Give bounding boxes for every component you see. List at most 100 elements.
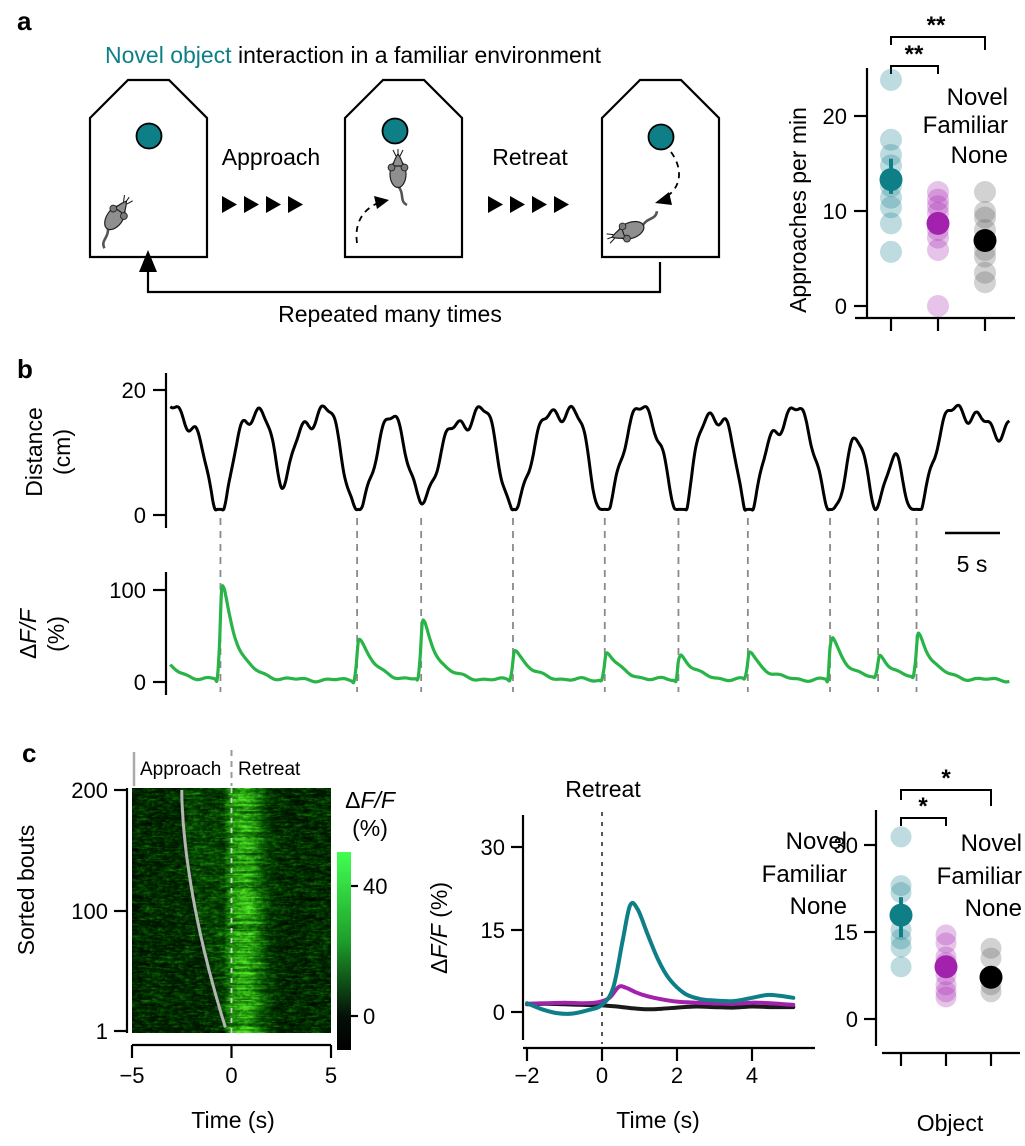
middle-ylabel-ff: F/F (426, 922, 452, 958)
dff-trace-axes (153, 572, 168, 695)
object-data-points (889, 826, 1003, 1008)
mid-xtick-0: 0 (596, 1063, 608, 1088)
bouts-ytick-200: 200 (71, 778, 108, 803)
middle-axes (511, 815, 815, 1061)
bouts-ytick-1: 1 (96, 1019, 108, 1044)
object-significance: * * (900, 765, 992, 826)
dff-trace (169, 584, 1010, 685)
middle-title: Retreat (565, 776, 641, 802)
middle-ylabel-delta: Δ (426, 959, 452, 974)
sig-outer-stars: ** (927, 12, 946, 39)
dff-ylabel-pct: (%) (43, 616, 69, 652)
approaches-ylabel: Approaches per min (785, 107, 811, 313)
dff-ylabel-delta: Δ (15, 644, 41, 659)
cbar-label-ff: F/F (360, 787, 396, 813)
approaches-ytick-20: 20 (823, 104, 847, 129)
approaches-data-points (879, 68, 997, 317)
legend-c-familiar: Familiar (937, 863, 1022, 890)
cbar-label: ΔF/F (345, 787, 397, 813)
sig-c-outer-star: * (941, 765, 951, 792)
dff-ytick-100: 100 (109, 578, 146, 603)
dff-trace-ylabel: ΔF/F(%) (15, 607, 69, 659)
colorbar (337, 852, 351, 1050)
heat-xtick-m5: −5 (119, 1063, 144, 1088)
object-xlabel: Object (917, 1110, 984, 1136)
mouse-3 (602, 209, 665, 250)
novel-object-3 (647, 123, 675, 151)
retreat-path-arrow (665, 151, 680, 198)
arena-3-outline (600, 78, 721, 259)
approaches-significance: ** ** (890, 12, 986, 74)
retreat-label: Retreat (492, 144, 568, 170)
mouse-2 (386, 147, 410, 207)
sig-c-inner-star: * (918, 793, 928, 820)
dff-ylabel-ff: F/F (15, 607, 41, 643)
approach-onset-curve (180, 790, 227, 1028)
approaches-scatter-axes (854, 68, 1015, 331)
heatmap-retreat-label: Retreat (238, 759, 301, 780)
bouts-ytick-100: 100 (71, 899, 108, 924)
dff-ytick-0: 0 (134, 670, 146, 695)
panel-b-label: b (17, 354, 33, 384)
approach-arrows-icon (222, 196, 303, 213)
cbar-label-delta: Δ (345, 787, 360, 813)
panel-a-title: Novel object interaction in a familiar e… (105, 42, 602, 68)
mid-ytick-15: 15 (481, 918, 505, 943)
middle-ylabel-pct: (%) (426, 882, 452, 924)
mid-ytick-0: 0 (493, 1000, 505, 1025)
repeat-loop-arrow (139, 250, 662, 294)
cbar-tick-40: 40 (363, 874, 387, 899)
panel-a-title-rest: interaction in a familiar environment (232, 42, 602, 68)
mouse-1 (87, 190, 139, 251)
right-ytick-15: 15 (834, 920, 858, 945)
sorted-bouts-ylabel: Sorted bouts (13, 825, 39, 955)
approach-path-arrowhead (374, 196, 389, 209)
legend-a-none: None (951, 142, 1008, 169)
mid-xtick-m2: −2 (514, 1063, 539, 1088)
approach-path-arrow (355, 202, 379, 244)
novel-object-1 (135, 122, 163, 150)
cbar-label-pct: (%) (352, 815, 388, 841)
heat-xtick-5: 5 (325, 1063, 337, 1088)
mid-ytick-30: 30 (481, 835, 505, 860)
approach-label: Approach (222, 144, 320, 170)
bout-dashed-lines (219, 518, 918, 692)
retreat-aligned-curves (525, 900, 796, 1016)
heat-xtick-0: 0 (225, 1063, 237, 1088)
legend-mid-familiar: Familiar (762, 861, 847, 888)
distance-ylabel-line2: (cm) (49, 429, 75, 475)
distance-ytick-20: 20 (122, 378, 146, 403)
distance-ytick-0: 0 (134, 503, 146, 528)
legend-mid-novel: Novel (786, 828, 847, 855)
arena-diagrams (87, 78, 721, 259)
right-ytick-30: 30 (834, 833, 858, 858)
middle-xlabel: Time (s) (616, 1107, 699, 1133)
distance-trace (169, 403, 1011, 512)
retreat-path-arrowhead (655, 192, 672, 205)
distance-ylabel: Distance(cm) (21, 407, 75, 496)
approaches-ytick-10: 10 (823, 199, 847, 224)
heatmap-xlabel: Time (s) (191, 1107, 274, 1133)
legend-c-none: None (965, 895, 1022, 922)
object-scatter-axes (864, 810, 1020, 1066)
novel-object-2 (381, 117, 409, 145)
timescale-label: 5 s (957, 551, 988, 577)
cbar-tick-0: 0 (363, 1004, 375, 1029)
legend-a-familiar: Familiar (923, 112, 1008, 139)
mid-xtick-4: 4 (746, 1063, 758, 1088)
heatmap-approach-label: Approach (140, 759, 221, 780)
panel-c-label: c (22, 738, 36, 768)
heatmap-axes (114, 788, 333, 1058)
distance-axes (153, 373, 168, 528)
mid-xtick-2: 2 (671, 1063, 683, 1088)
retreat-arrows-icon (488, 196, 569, 213)
distance-ylabel-line1: Distance (21, 407, 47, 496)
repeat-label: Repeated many times (278, 301, 502, 327)
arena-2-outline (343, 78, 464, 259)
approaches-ytick-0: 0 (835, 294, 847, 319)
panel-a-title-novel: Novel object (105, 42, 232, 68)
legend-a-novel: Novel (947, 84, 1008, 111)
legend-c-novel: Novel (961, 830, 1022, 857)
